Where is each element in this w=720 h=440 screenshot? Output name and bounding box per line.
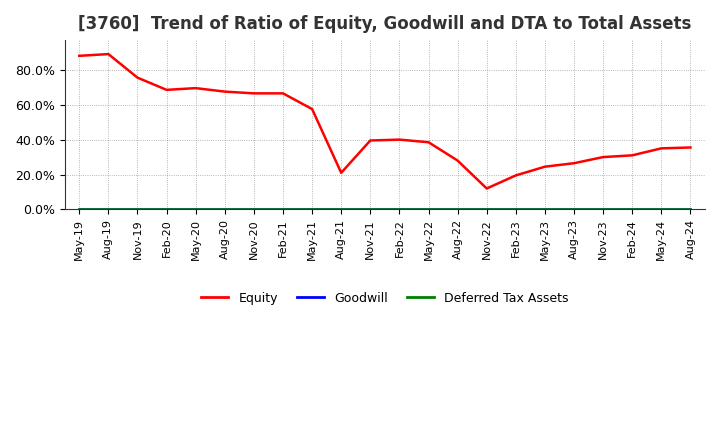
Deferred Tax Assets: [366, 207, 374, 212]
Deferred Tax Assets: [279, 207, 287, 212]
Goodwill: [307, 207, 316, 212]
Equity: [482, 186, 491, 191]
Equity: [599, 154, 608, 160]
Equity: [454, 158, 462, 163]
Deferred Tax Assets: [570, 207, 578, 212]
Equity: [220, 89, 229, 94]
Goodwill: [133, 207, 142, 212]
Equity: [307, 106, 316, 112]
Equity: [686, 145, 695, 150]
Equity: [104, 51, 113, 57]
Goodwill: [220, 207, 229, 212]
Equity: [570, 161, 578, 166]
Goodwill: [482, 207, 491, 212]
Goodwill: [104, 207, 113, 212]
Deferred Tax Assets: [133, 207, 142, 212]
Equity: [279, 91, 287, 96]
Equity: [395, 137, 404, 142]
Deferred Tax Assets: [395, 207, 404, 212]
Deferred Tax Assets: [104, 207, 113, 212]
Goodwill: [192, 207, 200, 212]
Goodwill: [599, 207, 608, 212]
Equity: [250, 91, 258, 96]
Goodwill: [541, 207, 549, 212]
Deferred Tax Assets: [541, 207, 549, 212]
Equity: [337, 170, 346, 176]
Deferred Tax Assets: [337, 207, 346, 212]
Equity: [657, 146, 666, 151]
Deferred Tax Assets: [657, 207, 666, 212]
Deferred Tax Assets: [250, 207, 258, 212]
Title: [3760]  Trend of Ratio of Equity, Goodwill and DTA to Total Assets: [3760] Trend of Ratio of Equity, Goodwil…: [78, 15, 691, 33]
Deferred Tax Assets: [511, 207, 520, 212]
Goodwill: [628, 207, 636, 212]
Equity: [541, 164, 549, 169]
Goodwill: [279, 207, 287, 212]
Goodwill: [366, 207, 374, 212]
Goodwill: [395, 207, 404, 212]
Deferred Tax Assets: [599, 207, 608, 212]
Deferred Tax Assets: [454, 207, 462, 212]
Equity: [366, 138, 374, 143]
Equity: [75, 53, 84, 59]
Goodwill: [75, 207, 84, 212]
Deferred Tax Assets: [424, 207, 433, 212]
Goodwill: [337, 207, 346, 212]
Deferred Tax Assets: [220, 207, 229, 212]
Deferred Tax Assets: [307, 207, 316, 212]
Deferred Tax Assets: [628, 207, 636, 212]
Deferred Tax Assets: [75, 207, 84, 212]
Deferred Tax Assets: [192, 207, 200, 212]
Equity: [192, 85, 200, 91]
Goodwill: [162, 207, 171, 212]
Legend: Equity, Goodwill, Deferred Tax Assets: Equity, Goodwill, Deferred Tax Assets: [196, 287, 574, 310]
Goodwill: [511, 207, 520, 212]
Goodwill: [250, 207, 258, 212]
Goodwill: [686, 207, 695, 212]
Equity: [162, 87, 171, 92]
Deferred Tax Assets: [482, 207, 491, 212]
Equity: [511, 173, 520, 178]
Goodwill: [454, 207, 462, 212]
Line: Equity: Equity: [79, 54, 690, 188]
Equity: [133, 75, 142, 80]
Goodwill: [424, 207, 433, 212]
Equity: [424, 139, 433, 145]
Goodwill: [657, 207, 666, 212]
Deferred Tax Assets: [686, 207, 695, 212]
Goodwill: [570, 207, 578, 212]
Equity: [628, 153, 636, 158]
Deferred Tax Assets: [162, 207, 171, 212]
